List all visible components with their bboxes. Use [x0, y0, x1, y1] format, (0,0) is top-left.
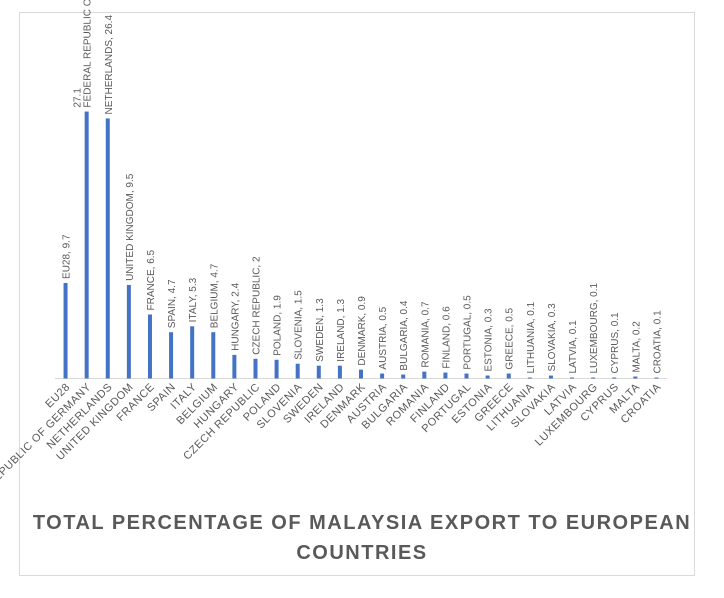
data-label: PORTUGAL, 0.5: [463, 295, 474, 370]
bar: [506, 373, 511, 379]
bar: [169, 332, 174, 379]
data-label: FRANCE, 6.5: [146, 249, 157, 310]
data-label: BELGIUM, 4.7: [209, 263, 220, 328]
bar: [527, 377, 532, 379]
data-label: LITHUANIA, 0.1: [526, 301, 537, 373]
bar: [633, 376, 638, 379]
bar: [253, 358, 258, 379]
data-label: DENMARK, 0.9: [357, 296, 368, 366]
bar: [126, 284, 131, 379]
data-label: SWEDEN, 1.3: [315, 298, 326, 362]
bar: [337, 365, 342, 379]
bar: [570, 377, 575, 379]
data-label: CROATIA, 0.1: [652, 310, 663, 374]
bar: [105, 118, 110, 379]
chart-title: TOTAL PERCENTAGE OF MALAYSIA EXPORT TO E…: [32, 512, 692, 564]
bar: [654, 377, 659, 379]
data-label: CYPRUS, 0.1: [610, 312, 621, 374]
data-label: HUNGARY, 2.4: [230, 282, 241, 350]
bar: [295, 363, 300, 379]
bar: [274, 359, 279, 379]
data-label: GREECE, 0.5: [505, 307, 516, 369]
data-label: ESTONIA, 0.3: [484, 308, 495, 372]
data-label: LATVIA, 0.1: [568, 320, 579, 374]
data-label: ROMANIA, 0.7: [420, 301, 431, 368]
data-label: FINLAND, 0.6: [441, 306, 452, 369]
bar: [190, 326, 195, 379]
data-label: IRELAND, 1.3: [336, 298, 347, 361]
data-label: MALTA, 0.2: [631, 321, 642, 373]
data-label: FEDERAL REPUBLIC OF GERMANY: [83, 0, 94, 108]
bar: [84, 111, 89, 379]
bar: [401, 374, 406, 379]
bar: [316, 365, 321, 379]
data-label-value: 27.1: [73, 88, 84, 108]
bar: [359, 369, 363, 379]
bar: [548, 375, 553, 379]
data-label: BULGARIA, 0.4: [399, 300, 410, 370]
data-label: LUXEMBOURG, 0.1: [589, 282, 600, 373]
bar: [147, 314, 152, 379]
bar: [211, 332, 216, 379]
data-label: ITALY, 5.3: [188, 277, 199, 322]
data-label: SLOVENIA, 1.5: [294, 290, 305, 360]
bar: [612, 377, 617, 379]
bar: [464, 373, 469, 379]
bar: [422, 371, 427, 379]
data-label: AUSTRIA, 0.5: [378, 306, 389, 369]
data-label: POLAND, 1.9: [273, 295, 284, 356]
bar: [63, 282, 68, 379]
bar: [443, 372, 448, 379]
bar: [232, 354, 237, 379]
bar: [380, 373, 385, 379]
data-label: SLOVAKIA, 0.3: [547, 303, 558, 372]
bar: [591, 377, 596, 379]
data-label: SPAIN, 4.7: [167, 279, 178, 328]
chart-area: [19, 12, 695, 576]
bar: [485, 375, 490, 379]
data-label: CZECH REPUBLIC, 2: [251, 256, 262, 355]
data-label: UNITED KINGDOM, 9.5: [125, 173, 136, 281]
data-label: NETHERLANDS, 26.4: [104, 15, 115, 115]
data-label: EU28, 9.7: [62, 234, 73, 279]
